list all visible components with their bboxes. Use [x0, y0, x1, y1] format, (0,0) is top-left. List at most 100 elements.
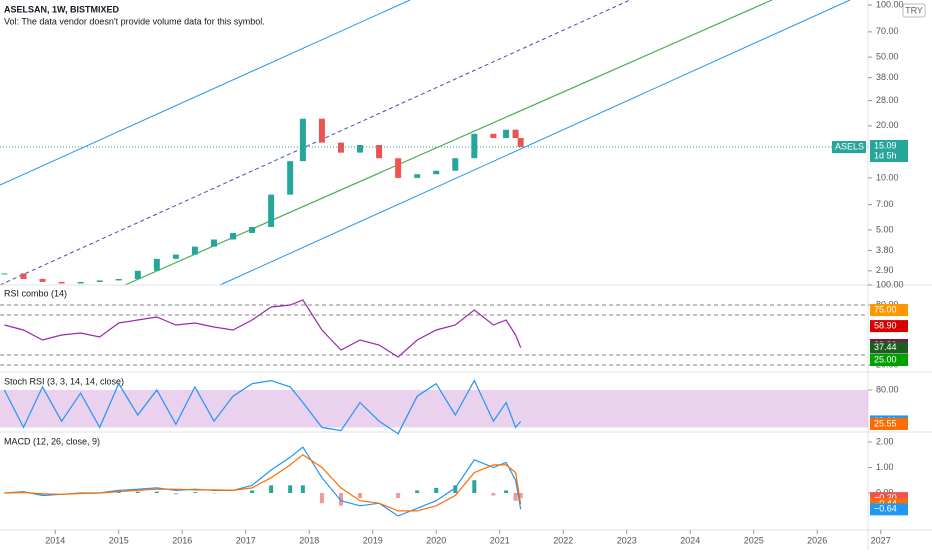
symbol-label: ASELS: [835, 141, 864, 151]
value-badge: [870, 341, 908, 354]
volume-note: Vol: The data vendor doesn't provide vol…: [4, 16, 265, 26]
y-tick-label: 5.00: [876, 224, 894, 234]
channel-line: [0, 0, 631, 286]
x-tick-label: 2021: [490, 535, 510, 545]
symbol-title: ASELSAN, 1W, BISTMIXED: [4, 4, 120, 14]
candle: [318, 118, 325, 143]
candle: [39, 278, 46, 282]
value-badge: [870, 417, 908, 430]
x-tick-label: 2019: [363, 535, 383, 545]
candle: [452, 158, 459, 171]
candle: [433, 170, 440, 175]
value-badge-label: −0.20: [874, 492, 897, 502]
candle: [191, 246, 198, 255]
candle: [268, 194, 275, 227]
indicator-line: [3, 379, 522, 435]
value-badge-label: 25.00: [874, 354, 897, 364]
last-price: 15.09: [874, 140, 897, 150]
x-tick-label: 2015: [109, 535, 129, 545]
histogram-bar: [415, 490, 420, 493]
candle: [517, 138, 524, 148]
candle: [210, 239, 217, 247]
histogram-bar: [154, 491, 159, 493]
candle: [96, 280, 103, 282]
pane-title: Stoch RSI (3, 3, 14, 14, close): [4, 376, 124, 386]
value-badge-label: 37.44: [874, 342, 897, 352]
value-badge-label: −0.64: [874, 504, 897, 514]
value-badge: [870, 320, 908, 333]
candle: [58, 281, 65, 284]
x-tick-label: 2024: [680, 535, 700, 545]
x-tick-label: 2026: [807, 535, 827, 545]
currency-box[interactable]: [902, 3, 926, 18]
value-badge: [870, 354, 908, 366]
candle: [287, 161, 294, 195]
x-tick-label: 2016: [172, 535, 192, 545]
candle: [471, 133, 478, 159]
y-tick-label: 3.80: [876, 245, 894, 255]
y-tick-label: 20.00: [876, 120, 899, 130]
candle: [230, 232, 237, 240]
y-tick-label: 38.00: [876, 72, 899, 82]
candle: [134, 270, 141, 279]
histogram-bar: [472, 480, 477, 493]
value-badge: [870, 503, 908, 516]
candle: [249, 226, 256, 233]
histogram-bar: [288, 485, 293, 493]
x-tick-label: 2027: [871, 535, 891, 545]
countdown: 1d 5h: [874, 150, 897, 160]
histogram-bar: [300, 485, 305, 493]
y-tick-label: 2.90: [876, 265, 894, 275]
candle: [77, 281, 84, 284]
histogram-bar: [518, 492, 523, 499]
candle: [337, 142, 344, 153]
histogram-bar: [319, 492, 324, 504]
x-tick-label: 2020: [426, 535, 446, 545]
channel-line: [219, 0, 851, 286]
symbol-badge: [832, 141, 866, 154]
histogram-bar: [396, 492, 401, 499]
histogram-bar: [434, 487, 439, 493]
candle: [376, 144, 383, 159]
candle: [153, 258, 160, 271]
x-tick-label: 2018: [299, 535, 319, 545]
histogram-bar: [173, 492, 178, 495]
candle: [357, 144, 364, 153]
x-tick-label: 2022: [553, 535, 573, 545]
candle: [512, 129, 519, 139]
histogram-bar: [269, 485, 274, 493]
indicator-line: [4, 299, 522, 358]
y-tick-label: 100.00: [876, 0, 904, 9]
y-tick-label: 80.00: [876, 384, 899, 394]
candle: [1, 273, 8, 275]
y-tick-label: 2.00: [876, 436, 894, 446]
histogram-bar: [135, 491, 140, 493]
channel-line: [0, 0, 411, 186]
histogram-bar: [453, 485, 458, 493]
y-tick-label: 10.00: [876, 172, 899, 182]
y-tick-label: 70.00: [876, 26, 899, 36]
value-badge-label: 25.55: [874, 418, 897, 428]
x-tick-label: 2023: [617, 535, 637, 545]
histogram-bar: [211, 492, 216, 494]
x-tick-label: 2025: [744, 535, 764, 545]
x-tick-label: 2017: [236, 535, 256, 545]
last-price-badge: [870, 140, 908, 163]
value-badge-label: 58.90: [874, 320, 897, 330]
histogram-bar: [358, 492, 363, 499]
candle: [172, 254, 179, 259]
currency[interactable]: TRY: [905, 5, 923, 15]
y-tick-label: 50.00: [876, 51, 899, 61]
y-tick-label: 28.00: [876, 95, 899, 105]
candle: [503, 129, 510, 139]
y-tick-label: 1.00: [876, 462, 894, 472]
indicator-line: [4, 453, 522, 512]
y-tick-label: 100.00: [876, 279, 904, 289]
candle: [490, 133, 497, 139]
histogram-bar: [504, 490, 509, 493]
stoch-band: [0, 389, 868, 428]
y-tick-label: 7.00: [876, 199, 894, 209]
